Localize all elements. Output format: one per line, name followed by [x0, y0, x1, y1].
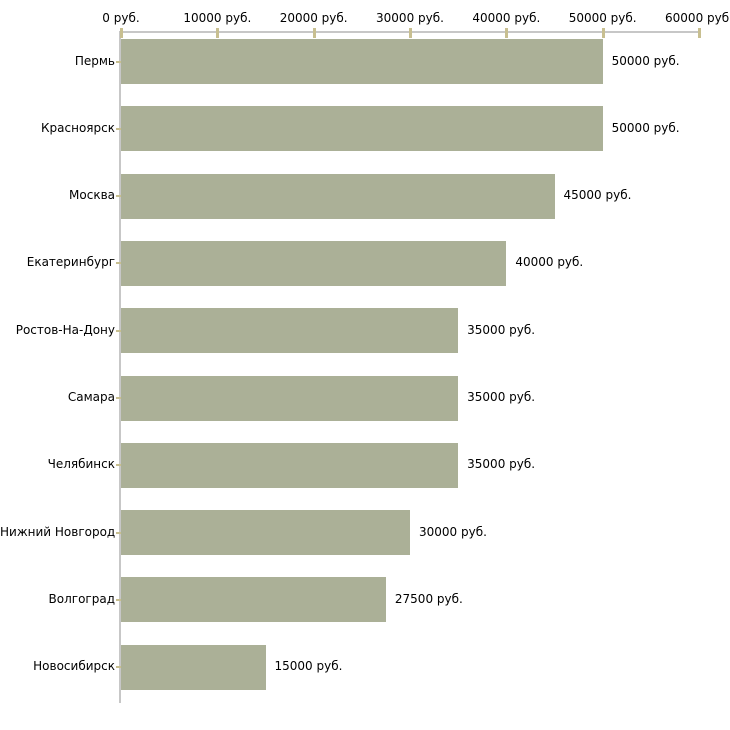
category-tick-mark — [116, 60, 121, 63]
category-label: Ростов-На-Дону — [15, 322, 115, 337]
y-axis-line — [119, 31, 121, 703]
x-tick-label: 10000 руб. — [183, 11, 252, 25]
x-tick-label: 50000 руб. — [568, 11, 637, 25]
x-tick-mark — [505, 28, 509, 38]
category-label: Пермь — [74, 53, 115, 68]
x-tick-label: 0 руб. — [102, 11, 140, 25]
bar — [121, 39, 603, 84]
x-tick-mark — [312, 28, 316, 38]
category-tick-mark — [116, 397, 121, 399]
x-tick-label: 60000 руб. — [665, 11, 730, 25]
bar — [121, 644, 266, 690]
category-label: Челябинск — [47, 457, 115, 472]
bar-value-label: 30000 руб. — [419, 524, 487, 539]
bar — [121, 510, 410, 556]
bar — [121, 173, 555, 219]
bar-value-label: 15000 руб. — [274, 659, 343, 674]
category-label: Екатеринбург — [26, 255, 115, 270]
x-tick-mark — [601, 28, 605, 38]
bar — [121, 375, 459, 421]
category-tick-mark — [116, 598, 121, 601]
bar-value-label: 35000 руб. — [467, 322, 536, 337]
bar — [121, 308, 459, 354]
bar — [121, 577, 386, 623]
category-tick-mark — [116, 262, 121, 265]
bar-value-label: 40000 руб. — [515, 255, 584, 270]
category-tick-mark — [116, 531, 121, 534]
x-tick-mark — [216, 28, 220, 38]
bar-value-label: 50000 руб. — [611, 120, 680, 135]
bar — [121, 106, 603, 152]
category-label: Красноярск — [41, 120, 115, 135]
bar-value-label: 35000 руб. — [467, 390, 536, 404]
category-tick-mark — [116, 195, 121, 198]
x-tick-label: 40000 руб. — [472, 11, 541, 25]
category-label: Москва — [69, 188, 115, 203]
bar-value-label: 35000 руб. — [467, 457, 536, 472]
category-tick-mark — [116, 127, 121, 130]
category-label: Самара — [67, 390, 115, 404]
bar-value-label: 50000 руб. — [611, 53, 680, 68]
x-tick-label: 30000 руб. — [376, 11, 444, 25]
x-tick-mark — [120, 28, 123, 38]
category-tick-mark — [116, 464, 121, 467]
category-tick-mark — [116, 329, 121, 332]
category-label: Нижний Новгород — [0, 524, 116, 539]
category-tick-mark — [116, 666, 121, 669]
x-tick-mark — [698, 28, 701, 38]
bar — [121, 240, 507, 286]
bar-value-label: 45000 руб. — [563, 188, 632, 203]
x-tick-mark — [409, 28, 412, 38]
x-tick-label: 20000 руб. — [279, 11, 348, 25]
category-label: Новосибирск — [33, 659, 115, 674]
bar-value-label: 27500 руб. — [394, 591, 463, 606]
category-label: Волгоград — [48, 591, 115, 606]
bar — [121, 442, 459, 488]
